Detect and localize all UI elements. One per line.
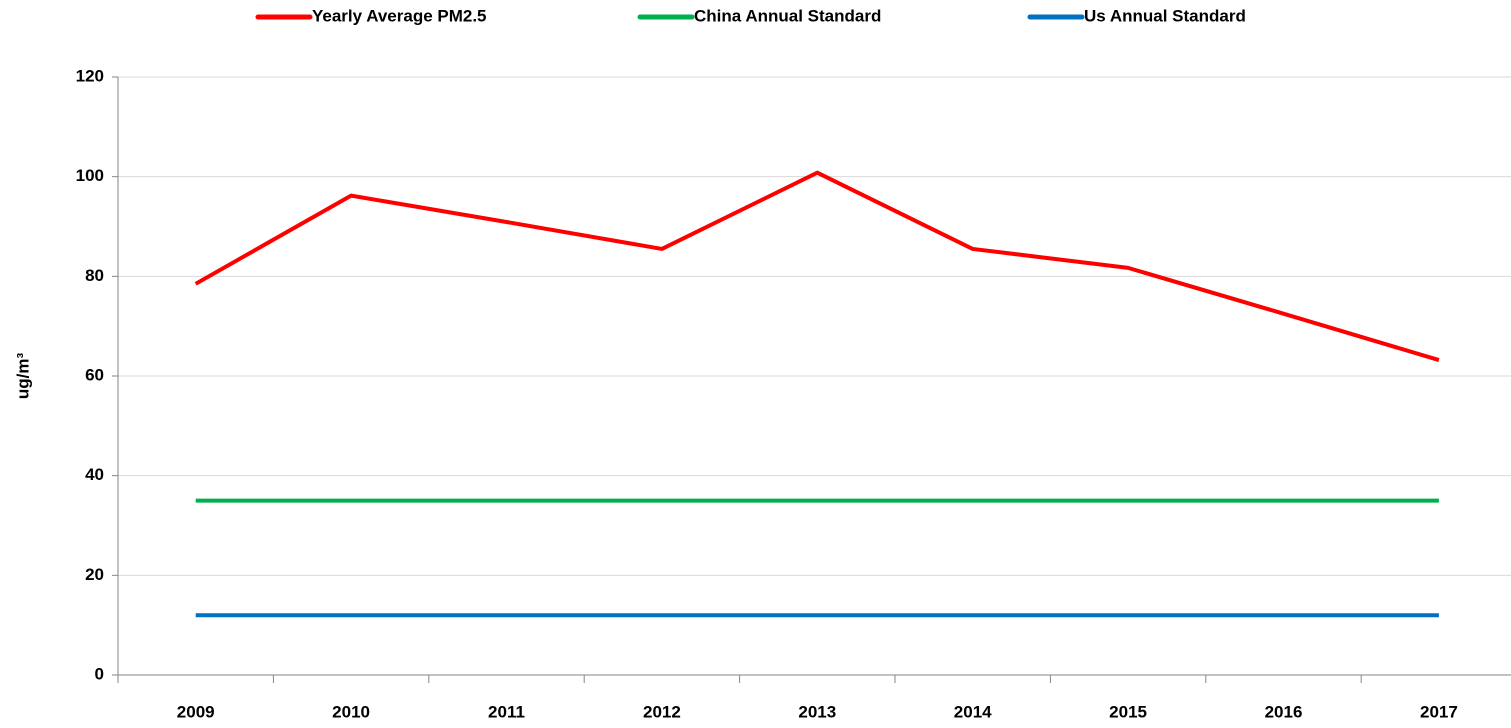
y-tick-label: 120 [76, 66, 104, 85]
y-tick-label: 0 [95, 664, 104, 683]
x-tick-label: 2013 [798, 702, 836, 721]
x-tick-label: 2016 [1265, 702, 1303, 721]
x-tick-label: 2012 [643, 702, 681, 721]
x-tick-label: 2015 [1109, 702, 1147, 721]
y-tick-label: 40 [85, 465, 104, 484]
x-tick-label: 2014 [954, 702, 992, 721]
x-tick-label: 2017 [1420, 702, 1458, 721]
x-tick-label: 2010 [332, 702, 370, 721]
y-axis-label: ug/m³ [13, 353, 32, 400]
legend-label: Yearly Average PM2.5 [312, 6, 487, 25]
x-tick-label: 2011 [488, 702, 525, 721]
y-tick-label: 60 [85, 365, 104, 384]
y-tick-label: 80 [85, 266, 104, 285]
legend-label: China Annual Standard [694, 6, 881, 25]
series-line [194, 170, 1440, 362]
y-tick-label: 100 [76, 166, 104, 185]
legend-label: Us Annual Standard [1084, 6, 1246, 25]
x-tick-label: 2009 [177, 702, 215, 721]
y-tick-label: 20 [85, 565, 104, 584]
